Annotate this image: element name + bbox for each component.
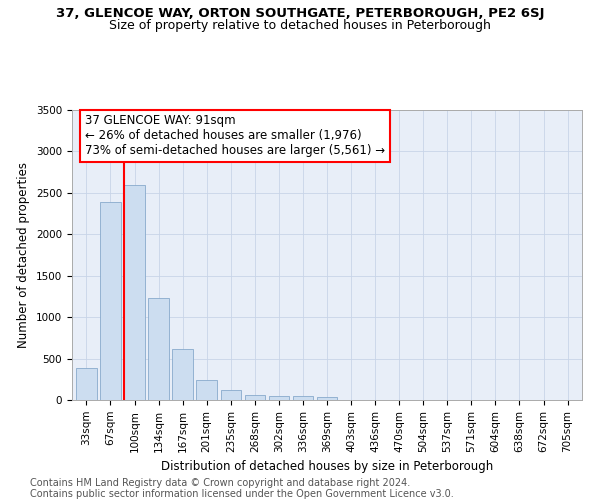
Text: Contains HM Land Registry data © Crown copyright and database right 2024.: Contains HM Land Registry data © Crown c…	[30, 478, 410, 488]
Bar	[100, 202, 121, 400]
Text: 37, GLENCOE WAY, ORTON SOUTHGATE, PETERBOROUGH, PE2 6SJ: 37, GLENCOE WAY, ORTON SOUTHGATE, PETERB…	[56, 8, 544, 20]
Text: Size of property relative to detached houses in Peterborough: Size of property relative to detached ho…	[109, 19, 491, 32]
Text: 37 GLENCOE WAY: 91sqm
← 26% of detached houses are smaller (1,976)
73% of semi-d: 37 GLENCOE WAY: 91sqm ← 26% of detached …	[85, 114, 385, 158]
Bar	[124, 186, 145, 400]
Bar	[196, 380, 217, 400]
Bar	[317, 396, 337, 400]
X-axis label: Distribution of detached houses by size in Peterborough: Distribution of detached houses by size …	[161, 460, 493, 473]
Bar	[148, 298, 169, 400]
Y-axis label: Number of detached properties: Number of detached properties	[17, 162, 31, 348]
Bar	[172, 348, 193, 400]
Bar	[269, 396, 289, 400]
Text: Contains public sector information licensed under the Open Government Licence v3: Contains public sector information licen…	[30, 489, 454, 499]
Bar	[221, 390, 241, 400]
Bar	[293, 396, 313, 400]
Bar	[245, 396, 265, 400]
Bar	[76, 368, 97, 400]
